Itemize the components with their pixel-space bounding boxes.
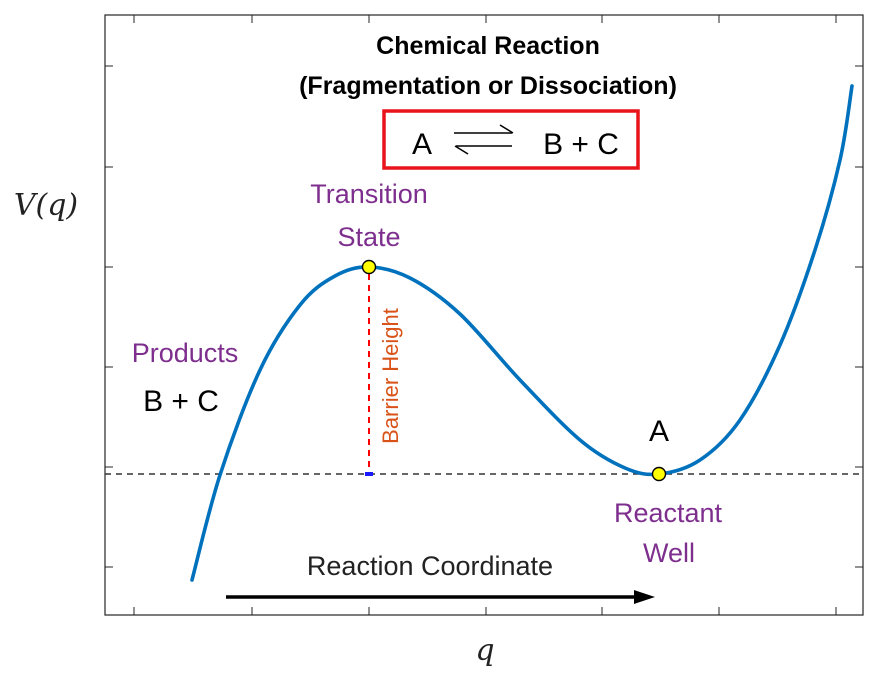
equation-reactant: A [412, 128, 432, 161]
x-axis-label: q [475, 633, 494, 668]
equilibrium-arrows-icon [454, 124, 514, 155]
reaction-coordinate-arrow [226, 590, 655, 604]
reactant-well-marker [651, 466, 667, 482]
transition-state-marker [361, 259, 377, 275]
y-axis-label: V(q) [14, 188, 78, 223]
diagram-title-line1: Chemical Reaction [376, 32, 600, 60]
axes-box [104, 14, 864, 616]
equation-products: B + C [543, 128, 619, 161]
transition-state-label-line2: State [337, 222, 400, 252]
reactant-species-label: A [649, 415, 669, 448]
axis-ticks [105, 15, 863, 615]
reactant-well-label-line2: Well [643, 538, 695, 568]
equation-box [382, 109, 640, 170]
potential-energy-curve [190, 84, 854, 582]
diagram-title-line2: (Fragmentation or Dissociation) [299, 72, 677, 100]
barrier-foot-marker [365, 472, 373, 476]
products-label: Products [132, 338, 239, 368]
reactant-well-label-line1: Reactant [614, 498, 723, 528]
products-species-label: B + C [143, 385, 219, 418]
barrier-height-label: Barrier Height [378, 308, 403, 444]
reaction-coordinate-label: Reaction Coordinate [307, 551, 553, 581]
transition-state-label-line1: Transition [310, 179, 428, 209]
